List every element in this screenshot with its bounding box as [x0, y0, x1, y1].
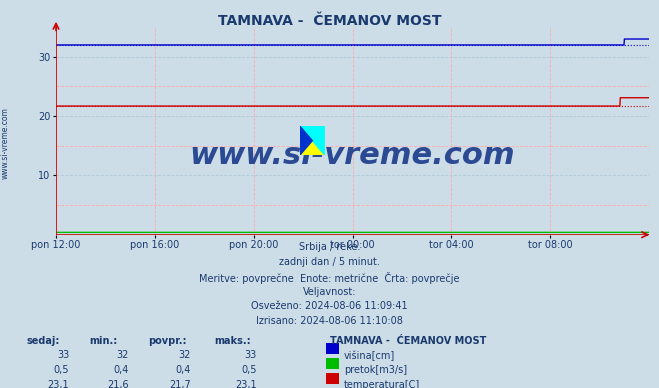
- Text: Srbija / reke.: Srbija / reke.: [299, 242, 360, 253]
- Text: temperatura[C]: temperatura[C]: [344, 380, 420, 388]
- Text: Izrisano: 2024-08-06 11:10:08: Izrisano: 2024-08-06 11:10:08: [256, 316, 403, 326]
- Text: 33: 33: [57, 350, 69, 360]
- Text: TAMNAVA -  ĆEMANOV MOST: TAMNAVA - ĆEMANOV MOST: [330, 336, 486, 346]
- Text: Osveženo: 2024-08-06 11:09:41: Osveženo: 2024-08-06 11:09:41: [251, 301, 408, 312]
- Text: 0,5: 0,5: [53, 365, 69, 375]
- Text: 0,4: 0,4: [113, 365, 129, 375]
- Text: Meritve: povprečne  Enote: metrične  Črta: povprečje: Meritve: povprečne Enote: metrične Črta:…: [199, 272, 460, 284]
- Text: 21,7: 21,7: [169, 380, 191, 388]
- Text: TAMNAVA -  ČEMANOV MOST: TAMNAVA - ČEMANOV MOST: [217, 14, 442, 28]
- Polygon shape: [300, 126, 325, 155]
- Text: 32: 32: [179, 350, 191, 360]
- Text: povpr.:: povpr.:: [148, 336, 186, 346]
- Text: min.:: min.:: [89, 336, 117, 346]
- Text: maks.:: maks.:: [214, 336, 251, 346]
- Polygon shape: [300, 126, 312, 155]
- Text: pretok[m3/s]: pretok[m3/s]: [344, 365, 407, 375]
- Text: 23,1: 23,1: [47, 380, 69, 388]
- Text: www.si-vreme.com: www.si-vreme.com: [190, 141, 515, 170]
- Text: Veljavnost:: Veljavnost:: [302, 287, 357, 297]
- Text: sedaj:: sedaj:: [26, 336, 60, 346]
- Text: 32: 32: [116, 350, 129, 360]
- Text: višina[cm]: višina[cm]: [344, 350, 395, 361]
- Text: zadnji dan / 5 minut.: zadnji dan / 5 minut.: [279, 257, 380, 267]
- Text: 0,4: 0,4: [176, 365, 191, 375]
- Text: 0,5: 0,5: [241, 365, 257, 375]
- Text: www.si-vreme.com: www.si-vreme.com: [1, 107, 10, 180]
- Text: 21,6: 21,6: [107, 380, 129, 388]
- Text: 23,1: 23,1: [235, 380, 257, 388]
- Text: 33: 33: [244, 350, 257, 360]
